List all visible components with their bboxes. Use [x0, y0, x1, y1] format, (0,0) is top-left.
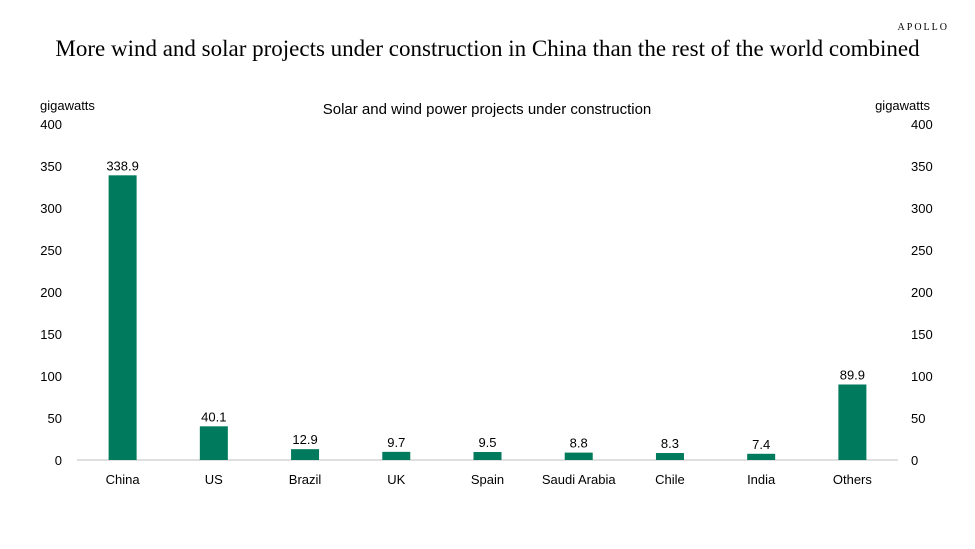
bar-series: [108, 175, 867, 460]
y-tick-label-left: 0: [55, 453, 62, 468]
bar-saudi-arabia: [564, 452, 593, 460]
left-axis: 0 50 100 150 200 250 300 350 400: [40, 117, 62, 468]
right-axis-unit: gigawatts: [875, 98, 930, 113]
y-tick-label-right: 250: [911, 243, 933, 258]
data-label: 9.7: [387, 435, 405, 450]
y-tick-label-left: 100: [40, 369, 62, 384]
y-tick-label-left: 50: [48, 411, 62, 426]
y-tick-label-right: 100: [911, 369, 933, 384]
y-tick-label-right: 400: [911, 117, 933, 132]
chart-title: Solar and wind power projects under cons…: [323, 101, 652, 118]
data-label: 89.9: [840, 367, 865, 382]
category-label: Saudi Arabia: [542, 472, 616, 487]
bar-uk: [382, 451, 411, 460]
bar-india: [747, 453, 776, 460]
category-label: China: [106, 472, 141, 487]
category-label: UK: [387, 472, 405, 487]
y-tick-label-right: 150: [911, 327, 933, 342]
y-tick-label-left: 350: [40, 159, 62, 174]
category-label: India: [747, 472, 776, 487]
data-label: 338.9: [106, 158, 139, 173]
y-tick-label-left: 400: [40, 117, 62, 132]
bar-china: [108, 175, 137, 460]
y-tick-label-right: 350: [911, 159, 933, 174]
y-tick-label-left: 250: [40, 243, 62, 258]
category-label: Chile: [655, 472, 685, 487]
category-labels: China US Brazil UK Spain Saudi Arabia Chile Ind…: [106, 472, 873, 487]
y-tick-label-right: 50: [911, 411, 925, 426]
category-label: US: [205, 472, 223, 487]
data-label: 8.8: [570, 436, 588, 451]
category-label: Spain: [471, 472, 504, 487]
bar-others: [838, 384, 867, 460]
right-axis: 0 50 100 150 200 250 300 350 400: [911, 117, 933, 468]
category-label: Brazil: [289, 472, 322, 487]
data-label: 9.5: [478, 435, 496, 450]
y-tick-label-right: 300: [911, 201, 933, 216]
data-label: 7.4: [752, 437, 770, 452]
bar-spain: [473, 452, 502, 460]
y-tick-label-right: 200: [911, 285, 933, 300]
y-tick-label-left: 300: [40, 201, 62, 216]
page-title: More wind and solar projects under const…: [55, 36, 920, 61]
bar-us: [199, 426, 228, 460]
y-tick-label-left: 150: [40, 327, 62, 342]
data-labels: 338.9 40.1 12.9 9.7 9.5 8.8 8.3 7.4 89.9: [106, 158, 865, 451]
bar-brazil: [291, 449, 320, 460]
y-tick-label-right: 0: [911, 453, 918, 468]
data-label: 40.1: [201, 409, 226, 424]
category-label: Others: [833, 472, 873, 487]
brand-logo: APOLLO: [897, 22, 949, 33]
data-label: 12.9: [292, 432, 317, 447]
data-label: 8.3: [661, 436, 679, 451]
bar-chile: [655, 453, 684, 460]
left-axis-unit: gigawatts: [40, 98, 95, 113]
y-tick-label-left: 200: [40, 285, 62, 300]
